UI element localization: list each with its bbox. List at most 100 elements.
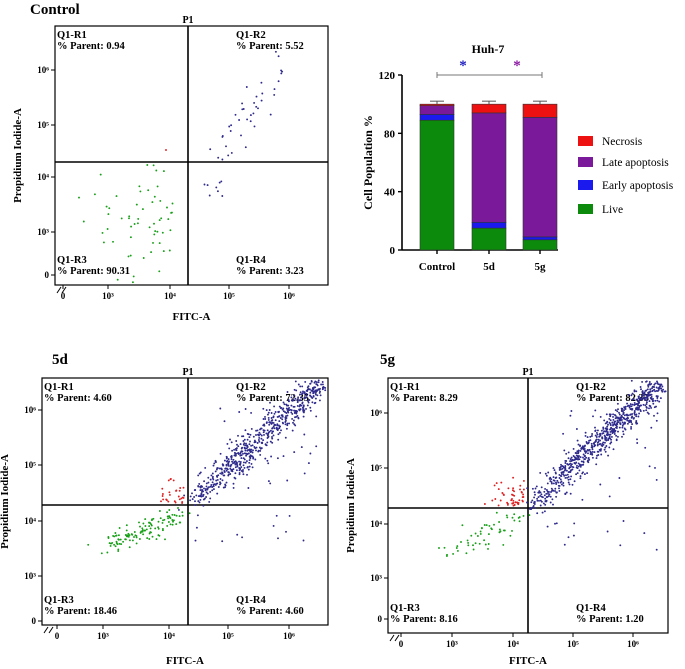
event-dot	[267, 462, 270, 465]
event-dot	[177, 495, 180, 498]
event-dot	[513, 490, 516, 493]
event-dot	[554, 487, 557, 490]
event-dot	[545, 492, 548, 495]
event-dot	[235, 462, 238, 465]
event-dot	[566, 473, 569, 476]
event-dot	[115, 195, 118, 198]
event-dot	[275, 514, 278, 517]
event-dot	[648, 404, 651, 407]
event-dot	[309, 382, 312, 385]
bar-segment-late-apoptosis	[419, 105, 455, 115]
event-dot	[499, 530, 502, 533]
event-dot	[225, 481, 228, 484]
event-dot	[260, 434, 263, 437]
event-dot	[102, 241, 105, 244]
event-dot	[215, 479, 218, 482]
event-dot	[150, 251, 153, 254]
event-dot	[655, 478, 658, 481]
event-dot	[158, 270, 161, 273]
event-dot	[279, 407, 282, 410]
event-dot	[290, 404, 293, 407]
event-dot	[533, 507, 536, 509]
event-dot	[205, 485, 208, 488]
event-dot	[593, 445, 596, 448]
event-dot	[266, 413, 269, 416]
x-tick-label: 0	[61, 291, 66, 301]
event-dot	[155, 538, 158, 541]
event-dot	[297, 383, 300, 386]
bar-y-tick-label: 120	[379, 70, 396, 82]
event-dot	[277, 55, 280, 58]
event-dot	[205, 491, 208, 494]
event-dot	[634, 403, 637, 406]
event-dot	[606, 530, 609, 533]
event-dot	[565, 460, 568, 462]
event-dot	[582, 461, 585, 464]
event-dot	[547, 491, 549, 493]
event-dot	[247, 433, 250, 436]
event-dot	[651, 387, 653, 390]
event-dot	[320, 383, 323, 386]
event-dot	[591, 456, 594, 459]
event-dot	[271, 427, 274, 429]
event-dot	[258, 440, 261, 443]
event-dot	[208, 500, 211, 503]
event-dot	[257, 433, 260, 436]
event-dot	[623, 409, 626, 412]
event-dot	[194, 539, 197, 542]
event-dot	[577, 449, 580, 452]
event-dot	[155, 169, 158, 172]
event-dot	[540, 493, 543, 496]
event-dot	[228, 125, 231, 128]
event-dot	[606, 425, 609, 428]
event-dot	[214, 470, 217, 473]
event-dot	[245, 442, 247, 445]
event-dot	[288, 422, 291, 425]
event-dot	[247, 487, 250, 489]
event-dot	[654, 466, 656, 469]
event-dot	[262, 418, 265, 420]
event-dot	[591, 448, 594, 451]
x-tick-label: 10⁴	[507, 639, 519, 649]
event-dot	[130, 533, 133, 536]
event-dot	[181, 514, 184, 517]
event-dot	[172, 479, 175, 482]
event-dot	[319, 390, 321, 393]
event-dot	[460, 541, 462, 543]
event-dot	[636, 438, 638, 441]
event-dot	[243, 458, 246, 461]
x-tick-label: 10⁶	[627, 639, 639, 649]
event-dot	[280, 72, 283, 75]
event-dot	[599, 483, 602, 486]
event-dot	[152, 164, 155, 167]
event-dot	[280, 429, 282, 432]
event-dot	[655, 389, 658, 392]
event-dot	[483, 503, 486, 505]
event-dot	[199, 489, 202, 492]
event-dot	[648, 407, 650, 410]
event-dot	[238, 471, 241, 474]
event-dot	[247, 449, 250, 451]
event-dot	[638, 401, 641, 404]
event-dot	[519, 484, 522, 487]
event-dot	[558, 487, 560, 490]
event-dot	[255, 95, 258, 98]
event-dot	[538, 490, 541, 493]
event-dot	[260, 447, 263, 450]
event-dot	[579, 464, 582, 467]
event-dot	[557, 481, 560, 484]
event-dot	[239, 460, 242, 463]
event-dot	[579, 477, 582, 480]
event-dot	[593, 451, 596, 454]
event-dot	[199, 494, 202, 497]
event-dot	[269, 440, 272, 443]
event-dot	[573, 456, 576, 459]
event-dot	[161, 529, 164, 532]
event-dot	[628, 406, 631, 409]
event-dot	[274, 411, 277, 413]
event-dot	[225, 469, 228, 472]
event-dot	[319, 394, 322, 397]
event-dot	[570, 464, 572, 467]
x-axis-break	[43, 626, 49, 634]
y-tick-label: 10⁶	[24, 405, 36, 415]
